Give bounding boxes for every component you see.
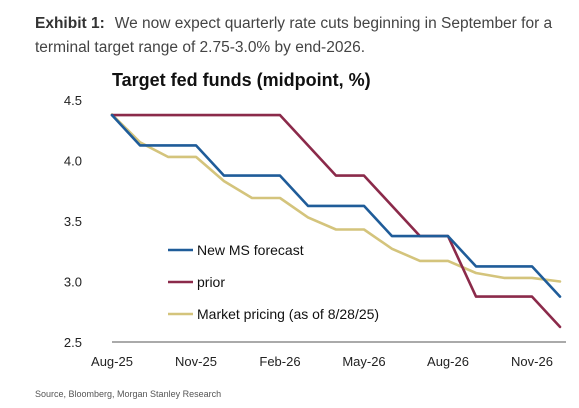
x-tick-label: Nov-25 (175, 354, 217, 369)
x-tick-label: Nov-26 (511, 354, 553, 369)
legend-label-2: Market pricing (as of 8/28/25) (197, 306, 379, 322)
x-tick-label: Aug-26 (427, 354, 469, 369)
series-line-2 (110, 113, 562, 283)
exhibit-label: Exhibit 1: (35, 15, 105, 32)
x-tick-label: Feb-26 (259, 354, 300, 369)
legend-label-0: New MS forecast (197, 242, 304, 258)
x-tick-label: May-26 (342, 354, 385, 369)
chart-title: Target fed funds (midpoint, %) (112, 70, 371, 90)
exhibit-text: We now expect quarterly rate cuts beginn… (35, 15, 553, 56)
series-line-0 (110, 113, 562, 298)
y-tick-label: 3.5 (64, 214, 82, 229)
y-tick-label: 2.5 (64, 335, 82, 350)
exhibit-caption: Exhibit 1: We now expect quarterly rate c… (35, 12, 575, 60)
series-line-1 (110, 113, 562, 329)
y-tick-label: 3.0 (64, 275, 82, 290)
legend-label-1: prior (197, 274, 225, 290)
y-tick-label: 4.5 (64, 93, 82, 108)
x-tick-label: Aug-25 (91, 354, 133, 369)
y-tick-label: 4.0 (64, 154, 82, 169)
source-note: Source, Bloomberg, Morgan Stanley Resear… (35, 389, 222, 399)
